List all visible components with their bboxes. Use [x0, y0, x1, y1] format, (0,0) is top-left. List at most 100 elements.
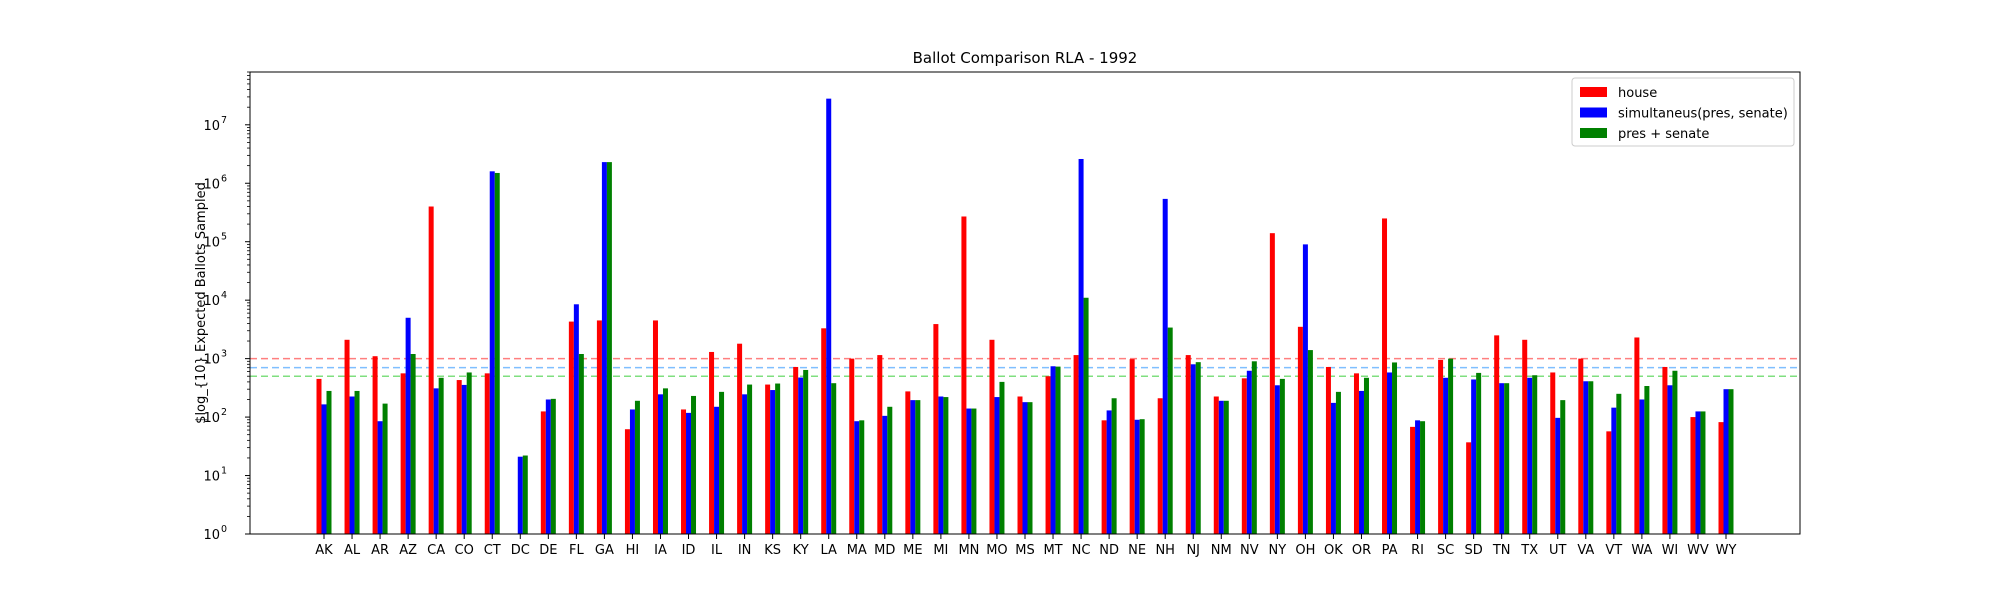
bar-house-nc — [1073, 355, 1079, 534]
bar-simultaneus-pres-senate--dc — [517, 456, 523, 534]
bar-simultaneus-pres-senate--la — [826, 98, 832, 535]
x-tick-label: MO — [986, 543, 1007, 558]
x-tick-label: FL — [569, 543, 584, 558]
x-tick-label: CO — [455, 543, 474, 558]
y-tick-label: 10 — [203, 411, 220, 426]
bar-house-ok — [1325, 366, 1331, 534]
x-tick-label: CA — [427, 543, 445, 558]
bar-pres-senate-az — [410, 354, 416, 534]
bar-simultaneus-pres-senate--pa — [1387, 372, 1393, 534]
bar-pres-senate-pa — [1392, 362, 1398, 534]
bar-simultaneus-pres-senate--in — [742, 394, 748, 534]
bar-house-mo — [989, 339, 995, 534]
bar-simultaneus-pres-senate--mn — [966, 408, 972, 534]
bar-pres-senate-ut — [1560, 400, 1566, 534]
bar-house-ga — [596, 320, 602, 534]
bar-pres-senate-al — [354, 390, 360, 534]
bar-house-ct — [484, 373, 490, 534]
x-tick-label: AZ — [399, 543, 417, 558]
bar-simultaneus-pres-senate--az — [405, 317, 411, 534]
y-tick-exponent: 6 — [221, 173, 227, 184]
bar-simultaneus-pres-senate--ca — [433, 388, 439, 534]
bar-pres-senate-de — [550, 398, 556, 534]
x-tick-label: CT — [484, 543, 501, 558]
y-tick-label: 10 — [203, 236, 220, 251]
bar-simultaneus-pres-senate--wv — [1695, 411, 1701, 534]
legend-swatch — [1580, 87, 1607, 97]
x-tick-label: OR — [1352, 543, 1371, 558]
x-tick-label: MI — [933, 543, 948, 558]
bar-house-ne — [1129, 359, 1135, 534]
bar-pres-senate-nm — [1223, 400, 1229, 534]
bar-simultaneus-pres-senate--ma — [854, 421, 860, 534]
y-tick-exponent: 4 — [221, 290, 227, 301]
x-tick-label: TX — [1520, 543, 1538, 558]
bar-house-wi — [1662, 366, 1668, 534]
bar-house-tx — [1522, 339, 1528, 534]
x-tick-label: NH — [1155, 543, 1175, 558]
bar-house-co — [456, 380, 462, 534]
bar-house-il — [709, 351, 715, 534]
bars — [316, 98, 1734, 535]
bar-pres-senate-wy — [1728, 389, 1734, 534]
bar-pres-senate-nd — [1111, 398, 1117, 534]
bar-house-sc — [1438, 359, 1444, 534]
x-tick-label: PA — [1382, 543, 1398, 558]
bar-pres-senate-md — [887, 406, 893, 534]
bar-house-wa — [1634, 337, 1640, 534]
bar-pres-senate-in — [747, 384, 753, 534]
bar-pres-senate-la — [831, 383, 837, 534]
y-tick-label: 10 — [203, 119, 220, 134]
bar-pres-senate-sc — [1448, 358, 1454, 534]
bar-pres-senate-ct — [494, 172, 500, 534]
x-tick-label: DE — [539, 543, 557, 558]
x-tick-label: KY — [793, 543, 809, 558]
bar-simultaneus-pres-senate--wi — [1667, 385, 1673, 534]
bar-house-tn — [1494, 335, 1500, 534]
bar-pres-senate-mn — [971, 408, 977, 534]
bar-house-id — [681, 409, 687, 534]
bar-pres-senate-nv — [1251, 361, 1257, 534]
bar-house-mn — [961, 216, 967, 535]
bar-simultaneus-pres-senate--wy — [1723, 389, 1729, 534]
bar-pres-senate-wv — [1700, 411, 1706, 534]
bar-house-la — [821, 328, 827, 534]
bar-pres-senate-hi — [634, 400, 640, 534]
bar-simultaneus-pres-senate--al — [349, 396, 355, 534]
bar-simultaneus-pres-senate--mt — [1050, 366, 1056, 534]
x-tick-label: RI — [1411, 543, 1424, 558]
bar-simultaneus-pres-senate--nc — [1078, 158, 1084, 535]
bar-house-al — [344, 339, 350, 534]
plot-frame — [249, 71, 1801, 535]
bar-pres-senate-or — [1363, 377, 1369, 534]
bar-pres-senate-nc — [1083, 297, 1089, 534]
x-tick-label: AK — [315, 543, 333, 558]
x-tick-label: NJ — [1186, 543, 1200, 558]
x-tick-label: VA — [1577, 543, 1594, 558]
legend: house simultaneus(pres, senate) pres + sen… — [1571, 77, 1795, 147]
bar-simultaneus-pres-senate--ga — [601, 162, 607, 535]
x-tick-label: ND — [1099, 543, 1119, 558]
x-tick-label: IL — [711, 543, 723, 558]
bar-house-ak — [316, 378, 322, 534]
bar-pres-senate-ks — [775, 383, 781, 534]
y-tick-exponent: 7 — [221, 115, 227, 126]
bar-simultaneus-pres-senate--nv — [1246, 370, 1252, 534]
y-axis-label: $log_{10} Expected Ballots Sampled — [194, 182, 209, 424]
bar-simultaneus-pres-senate--mo — [994, 397, 1000, 534]
bar-pres-senate-il — [719, 391, 725, 534]
bar-simultaneus-pres-senate--mi — [938, 396, 944, 534]
bar-house-ca — [428, 206, 434, 534]
bar-pres-senate-ma — [859, 420, 865, 534]
bar-pres-senate-tx — [1532, 375, 1538, 534]
bar-house-ks — [765, 384, 771, 534]
y-tick-label: 10 — [203, 177, 220, 192]
bar-house-mi — [933, 324, 939, 534]
bar-simultaneus-pres-senate--or — [1358, 390, 1364, 534]
bar-simultaneus-pres-senate--oh — [1302, 244, 1308, 534]
y-tick-exponent: 1 — [221, 466, 227, 477]
bar-simultaneus-pres-senate--vt — [1611, 407, 1617, 534]
bar-pres-senate-mt — [1055, 366, 1061, 534]
bar-simultaneus-pres-senate--ia — [657, 394, 663, 534]
